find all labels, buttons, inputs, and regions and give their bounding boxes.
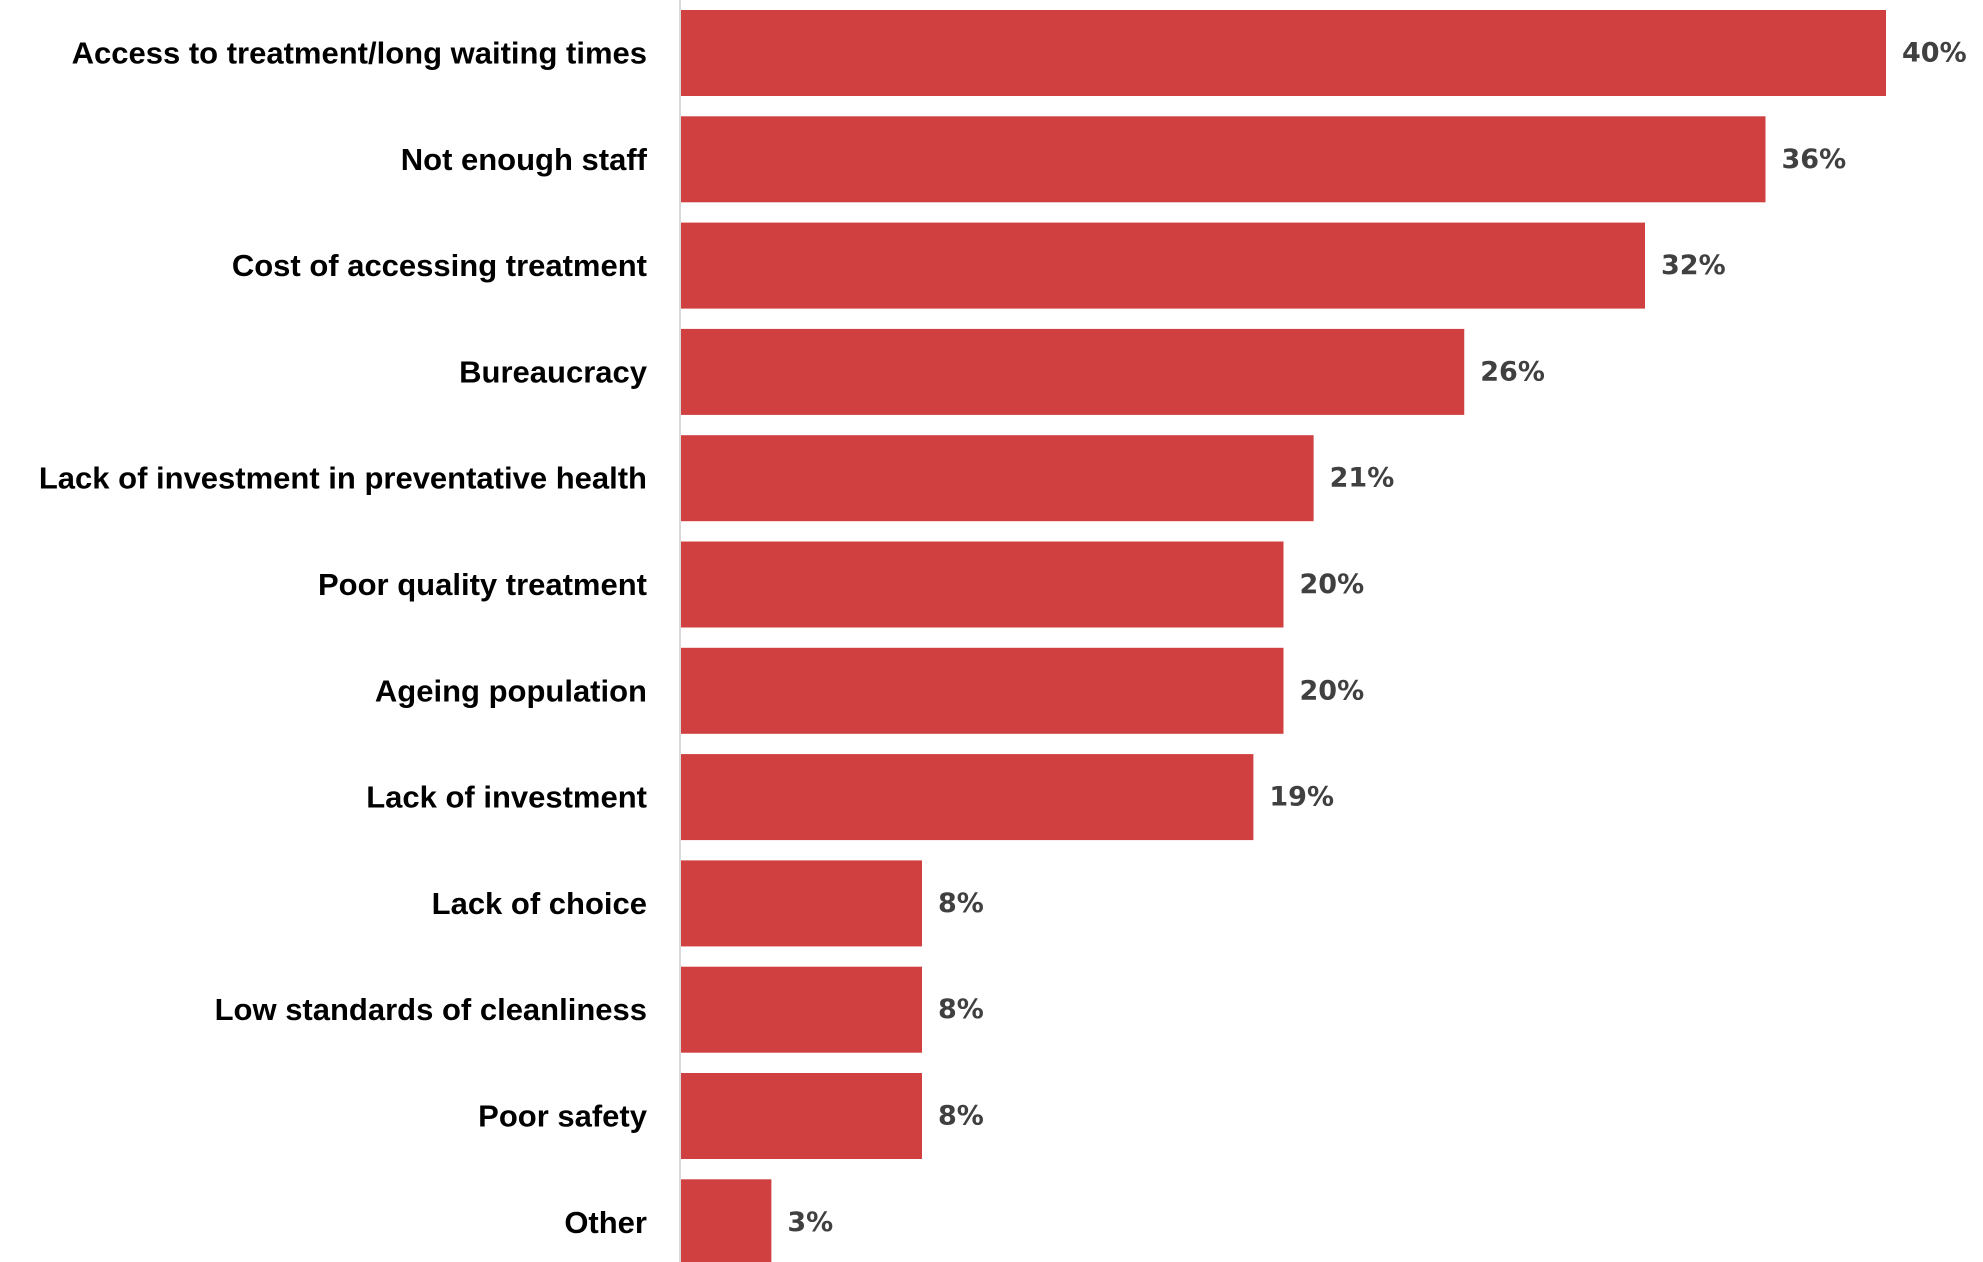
value-label: 20% (1300, 675, 1365, 706)
value-label: 40% (1902, 38, 1967, 69)
category-label: Lack of investment in preventative healt… (39, 461, 647, 496)
bar (681, 541, 1284, 628)
value-label: 21% (1330, 463, 1395, 494)
category-label: Low standards of cleanliness (215, 992, 647, 1027)
bar (681, 1073, 922, 1159)
bar (681, 435, 1314, 522)
value-label: 3% (787, 1207, 833, 1238)
bar (681, 647, 1284, 734)
value-label: 32% (1661, 250, 1726, 281)
bar (681, 10, 1886, 96)
value-label: 8% (938, 1101, 984, 1132)
value-label: 20% (1300, 569, 1365, 600)
value-label: 8% (938, 994, 984, 1025)
bar (681, 860, 922, 947)
category-label: Other (564, 1205, 647, 1240)
value-label: 8% (938, 888, 984, 919)
bar (681, 328, 1465, 415)
value-label: 26% (1480, 356, 1545, 387)
category-label: Not enough staff (401, 142, 648, 177)
category-label: Access to treatment/long waiting times (72, 36, 647, 71)
value-label: 19% (1269, 782, 1334, 813)
category-label: Poor safety (478, 1099, 648, 1134)
category-label: Bureaucracy (459, 354, 648, 389)
category-label: Ageing population (375, 673, 647, 708)
value-label: 36% (1782, 144, 1847, 175)
category-label: Lack of choice (432, 886, 647, 921)
bar (681, 222, 1645, 309)
bar (681, 966, 922, 1053)
bar (681, 754, 1254, 841)
value-labels-group: 40% 36% 32% 26% 21% 20% 20% 19% 8% 8% 8% 3% (787, 38, 1966, 1238)
bar (681, 1179, 772, 1262)
category-label: Lack of investment (366, 780, 647, 815)
category-label: Poor quality treatment (318, 567, 647, 602)
category-labels-group: Access to treatment/long waiting times No… (39, 36, 648, 1240)
bars-group (681, 10, 1886, 1262)
bar (681, 116, 1766, 203)
category-label: Cost of accessing treatment (232, 248, 647, 283)
